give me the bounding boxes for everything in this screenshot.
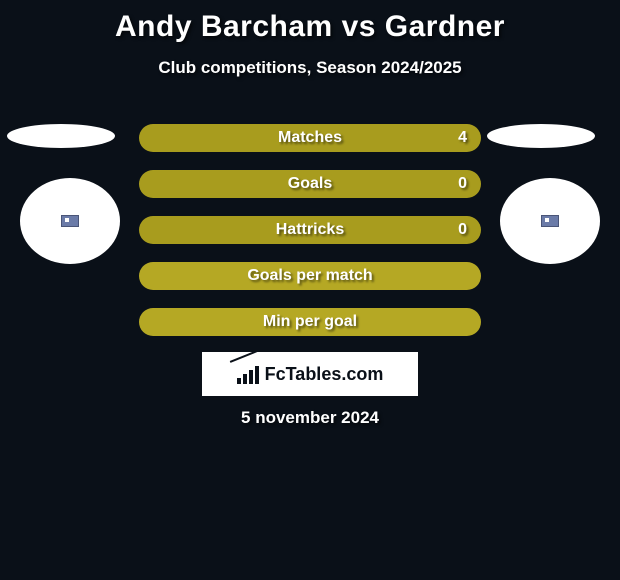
stat-bar-goals: Goals 0 [139, 170, 481, 198]
player-left-ellipse [7, 124, 115, 148]
stat-bar-label: Goals [288, 175, 332, 193]
stat-bar-label: Goals per match [247, 267, 372, 285]
stat-bar-hattricks: Hattricks 0 [139, 216, 481, 244]
stat-bar-min-per-goal: Min per goal [139, 308, 481, 336]
player-left-avatar-circle [20, 178, 120, 264]
image-placeholder-icon [61, 215, 79, 227]
footer-date: 5 november 2024 [0, 408, 620, 428]
image-placeholder-icon [541, 215, 559, 227]
source-logo-text: FcTables.com [265, 364, 384, 385]
bar-chart-icon [237, 364, 261, 384]
page-subtitle: Club competitions, Season 2024/2025 [0, 58, 620, 78]
stat-bar-matches: Matches 4 [139, 124, 481, 152]
stat-bar-value: 4 [458, 129, 467, 147]
source-logo: FcTables.com [202, 352, 418, 396]
page-title: Andy Barcham vs Gardner [0, 0, 620, 44]
stat-bar-label: Hattricks [276, 221, 344, 239]
stat-bar-value: 0 [458, 221, 467, 239]
stat-bar-label: Min per goal [263, 313, 357, 331]
stat-bar-label: Matches [278, 129, 342, 147]
player-right-avatar-circle [500, 178, 600, 264]
player-right-ellipse [487, 124, 595, 148]
stat-bar-goals-per-match: Goals per match [139, 262, 481, 290]
comparison-bars: Matches 4 Goals 0 Hattricks 0 Goals per … [139, 124, 481, 354]
stat-bar-value: 0 [458, 175, 467, 193]
